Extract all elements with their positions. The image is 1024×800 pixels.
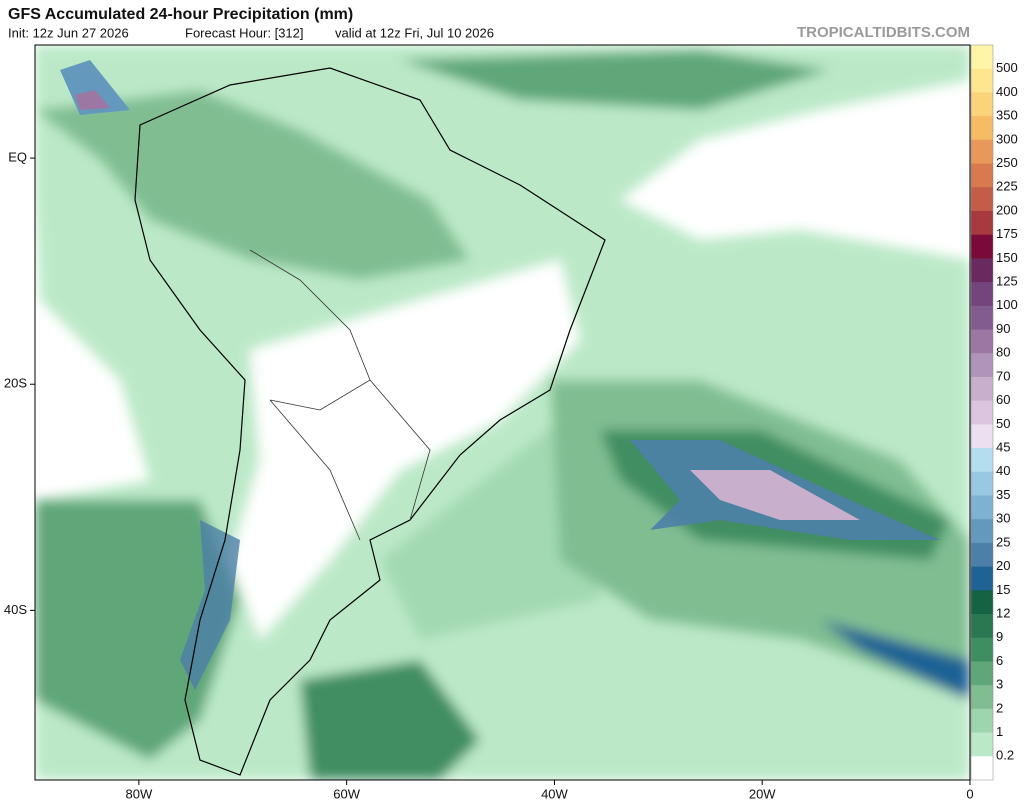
colorbar-segment	[971, 187, 993, 212]
colorbar-segment	[971, 637, 993, 662]
colorbar-label: 30	[996, 511, 1010, 526]
colorbar-segment	[971, 376, 993, 402]
colorbar-segment	[971, 45, 993, 70]
x-tick-label: 60W	[333, 786, 360, 800]
colorbar-segment	[971, 756, 993, 781]
x-tick-label: 40W	[541, 786, 568, 800]
colorbar-label: 50	[996, 416, 1010, 431]
colorbar-segment	[971, 732, 993, 757]
init-time: Init: 12z Jun 27 2026	[8, 25, 129, 40]
colorbar-segment	[971, 400, 993, 425]
colorbar-label: 25	[996, 534, 1010, 549]
colorbar-label: 350	[996, 108, 1018, 123]
colorbar-label: 90	[996, 321, 1010, 336]
x-tick-label: 20W	[749, 786, 776, 800]
colorbar-label: 125	[996, 274, 1018, 289]
colorbar-segment	[971, 542, 993, 568]
colorbar-segment	[971, 448, 993, 473]
colorbar-segment	[971, 305, 993, 331]
colorbar-segment	[971, 685, 993, 710]
colorbar-label: 40	[996, 463, 1010, 478]
colorbar-segment	[971, 519, 993, 544]
colorbar-segment	[971, 424, 993, 449]
y-tick-label: 40S	[4, 602, 27, 617]
colorbar-segment	[971, 234, 993, 259]
x-tick-label: 80W	[126, 786, 153, 800]
colorbar-label: 500	[996, 60, 1018, 75]
colorbar-segment	[971, 116, 993, 141]
colorbar-segment	[971, 92, 993, 117]
x-tick-label: 0	[966, 786, 973, 800]
colorbar-label: 20	[996, 558, 1010, 573]
colorbar-label: 3	[996, 677, 1003, 692]
colorbar-label: 225	[996, 179, 1018, 194]
y-tick-label: 20S	[4, 376, 27, 391]
colorbar-label: 0.2	[996, 748, 1014, 763]
colorbar-segment	[971, 139, 993, 165]
colorbar-label: 80	[996, 345, 1010, 360]
colorbar-label: 200	[996, 202, 1018, 217]
colorbar-label: 9	[996, 629, 1003, 644]
colorbar-label: 400	[996, 84, 1018, 99]
colorbar-segment	[971, 329, 993, 354]
colorbar-segment	[971, 661, 993, 686]
colorbar-segment	[971, 210, 993, 236]
colorbar-segment	[971, 708, 993, 734]
valid-time: valid at 12z Fri, Jul 10 2026	[335, 25, 494, 40]
watermark: TROPICALTIDBITS.COM	[797, 24, 970, 41]
colorbar-label: 175	[996, 226, 1018, 241]
colorbar-segment	[971, 566, 993, 591]
colorbar-segment	[971, 282, 993, 307]
precipitation-field	[35, 45, 970, 780]
colorbar-label: 300	[996, 131, 1018, 146]
colorbar-label: 70	[996, 368, 1010, 383]
colorbar-label: 12	[996, 605, 1010, 620]
colorbar-label: 250	[996, 155, 1018, 170]
title: GFS Accumulated 24-hour Precipitation (m…	[8, 6, 353, 23]
colorbar-label: 1	[996, 724, 1003, 739]
colorbar-label: 35	[996, 487, 1010, 502]
colorbar-segment	[971, 68, 993, 93]
colorbar-frame	[970, 44, 994, 781]
colorbar-label: 2	[996, 700, 1003, 715]
colorbar-segment	[971, 353, 993, 378]
colorbar-segment	[971, 590, 993, 615]
colorbar-label: 6	[996, 653, 1003, 668]
colorbar-segment	[971, 495, 993, 520]
colorbar-label: 45	[996, 440, 1010, 455]
forecast-hour: Forecast Hour: [312]	[185, 25, 304, 40]
y-tick-label: EQ	[8, 150, 27, 165]
colorbar-label: 60	[996, 392, 1010, 407]
colorbar-label: 150	[996, 250, 1018, 265]
colorbar-label: 15	[996, 582, 1010, 597]
colorbar-segment	[971, 614, 993, 639]
map-frame	[34, 44, 971, 781]
colorbar-label: 100	[996, 297, 1018, 312]
colorbar-segment	[971, 163, 993, 188]
colorbar-segment	[971, 258, 993, 283]
colorbar-segment	[971, 471, 993, 496]
